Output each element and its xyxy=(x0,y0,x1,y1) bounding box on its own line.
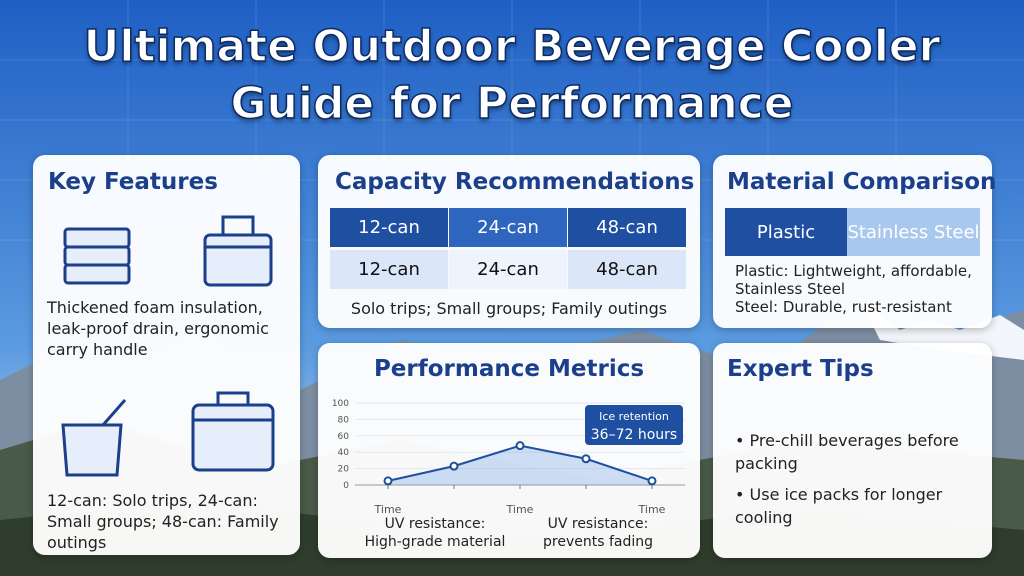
point xyxy=(647,476,657,486)
card-title: Material Comparison xyxy=(727,169,997,195)
x-tick-label: Time xyxy=(638,503,666,516)
capacity-card: Capacity Recommendations 12-can 24-can 48-… xyxy=(318,155,700,328)
performance-card: Performance Metrics 0 20 40 60 80 100 Time Time… xyxy=(318,343,700,558)
point xyxy=(383,476,393,486)
x-tick-label: Time xyxy=(506,503,534,516)
card-title: Capacity Recommendations xyxy=(335,169,695,195)
title: Guide for Performance xyxy=(230,78,795,129)
key-features-card: Key Features Thickened foam insulation, … xyxy=(33,155,300,555)
y-tick-label: 40 xyxy=(338,448,350,458)
title: Ultimate Outdoor Beverage Cooler xyxy=(83,21,941,72)
table-cell: 48-can xyxy=(568,208,686,247)
header-cell: Stainless Steel xyxy=(847,208,980,256)
area xyxy=(388,445,652,485)
annotation-box xyxy=(585,405,683,445)
text: 12-can: Solo trips, 24-can: Small groups… xyxy=(47,491,279,552)
table-cell: 12-can xyxy=(330,250,448,289)
tip-text: Pre-chill beverages before packing xyxy=(735,431,959,473)
tip: • Use ice packs for longer cooling xyxy=(735,485,943,527)
y-tick-label: 20 xyxy=(338,465,350,475)
table-cell: 12-can xyxy=(330,208,448,247)
y-tick-label: 60 xyxy=(338,432,350,442)
tip-text: Use ice packs for longer cooling xyxy=(735,485,943,527)
annotation: Ice retention xyxy=(599,410,669,423)
table-cell: 24-can xyxy=(449,208,567,247)
line: Stainless Steel xyxy=(735,280,846,298)
note: UV resistance: prevents fading xyxy=(543,516,653,550)
x-tick-label: Time xyxy=(374,503,402,516)
material-card: Material Comparison Plastic Stainless St… xyxy=(713,155,996,328)
text: Plastic: Lightweight, affordable, Stainle… xyxy=(735,262,972,316)
card-title: Key Features xyxy=(48,169,218,195)
line: Plastic: Lightweight, affordable, xyxy=(735,262,972,280)
point xyxy=(581,454,591,464)
text: Thickened foam insulation, leak-proof dr… xyxy=(47,298,269,359)
table-cell: 48-can xyxy=(568,250,686,289)
tips-card: Expert Tips • Pre-chill beverages before… xyxy=(713,343,992,558)
note: UV resistance: High-grade material xyxy=(365,516,506,550)
card-title: Performance Metrics xyxy=(373,356,645,382)
chart: 0 20 40 60 80 100 Time Time Time Ice retention 36–… xyxy=(332,399,685,550)
point xyxy=(449,461,459,471)
y-tick-label: 80 xyxy=(338,415,350,425)
table-cell: 24-can xyxy=(449,250,567,289)
y-tick-label: 0 xyxy=(343,481,349,491)
tip: • Pre-chill beverages before packing xyxy=(735,431,959,473)
point xyxy=(515,441,525,451)
caption: Solo trips; Small groups; Family outings xyxy=(350,299,668,318)
icons xyxy=(61,215,275,477)
card-title: Expert Tips xyxy=(727,356,874,382)
header-cell: Plastic xyxy=(725,208,847,256)
y-tick-label: 100 xyxy=(332,399,349,409)
line: Steel: Durable, rust-resistant xyxy=(735,298,952,316)
annotation: 36–72 hours xyxy=(591,427,677,443)
